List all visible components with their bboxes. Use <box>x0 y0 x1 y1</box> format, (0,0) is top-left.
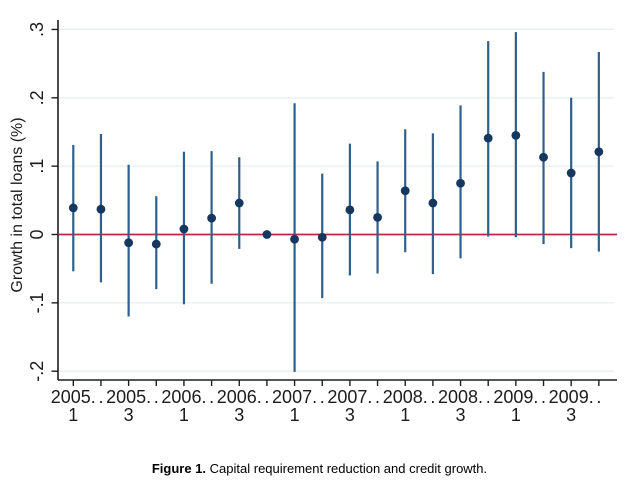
estimate-dot <box>456 178 465 188</box>
estimate-dot <box>234 198 244 208</box>
x-axis-label-line2: 3 <box>456 405 466 425</box>
x-axis-label-line1: 2006. <box>217 387 262 407</box>
x-axis-label-line1: 2006. <box>161 387 206 407</box>
x-axis-label-line2: 1 <box>290 405 300 425</box>
estimate-dot <box>373 213 382 222</box>
x-axis-label-line1: 2007. <box>327 387 372 407</box>
x-axis-label-line1: . <box>209 387 214 407</box>
x-axis-label-line2: 3 <box>345 405 355 425</box>
x-axis-label-line1: 2008. <box>438 387 483 407</box>
estimate-dot <box>539 152 548 162</box>
estimate-dot <box>124 238 134 248</box>
x-axis-label-line1: . <box>320 387 325 407</box>
x-axis-label-line1: . <box>541 387 546 407</box>
x-axis-label-line1: 2009. <box>549 387 594 407</box>
x-axis-label-line2: 1 <box>68 405 78 425</box>
estimate-dot <box>207 213 217 223</box>
y-axis-tick-label: -.1 <box>27 292 47 313</box>
estimate-dot <box>400 186 410 196</box>
y-axis-tick-label: .2 <box>27 90 47 105</box>
x-axis-label-line1: 2005. <box>106 387 151 407</box>
figure-caption: Figure 1. Capital requirement reduction … <box>20 461 620 476</box>
estimate-dot <box>151 239 161 249</box>
x-axis-label-line2: 3 <box>124 405 134 425</box>
y-axis-tick-label: -.2 <box>27 361 47 382</box>
x-axis-label-line1: 2005. <box>51 387 96 407</box>
x-axis-label-line1: 2007. <box>272 387 317 407</box>
x-axis-label-line2: 3 <box>234 405 244 425</box>
estimate-dot <box>96 204 106 214</box>
estimate-dot <box>511 130 521 140</box>
estimate-dot <box>262 230 272 239</box>
x-axis-label-line1: 2008. <box>383 387 428 407</box>
x-axis-label-line1: . <box>486 387 491 407</box>
estimate-dot <box>483 133 493 143</box>
estimate-dot <box>345 205 355 215</box>
x-axis-label-line1: . <box>154 387 159 407</box>
estimate-dot <box>428 198 438 208</box>
x-axis-label-line1: . <box>264 387 269 407</box>
x-axis-label-line2: 1 <box>179 405 189 425</box>
estimate-dot <box>68 203 78 213</box>
x-axis-label-line2: 3 <box>566 405 576 425</box>
x-axis-label-line1: . <box>375 387 380 407</box>
y-axis-title: Growth in total loans (%) <box>9 117 26 292</box>
y-axis-tick-label: 0 <box>27 229 47 239</box>
x-axis-label-line2: 1 <box>511 405 521 425</box>
estimate-dot <box>290 234 299 244</box>
x-axis-label-line1: . <box>596 387 601 407</box>
estimate-dot <box>179 224 189 234</box>
estimate-dot <box>566 168 576 178</box>
x-axis-label-line1: 2009. <box>493 387 538 407</box>
figure-caption-label: Figure 1. <box>151 461 207 476</box>
estimate-dot <box>594 147 604 157</box>
x-axis-label-line1: . <box>430 387 435 407</box>
x-axis-label-line2: 1 <box>400 405 410 425</box>
figure-caption-text: Capital requirement reduction and credit… <box>206 461 488 476</box>
y-axis-tick-label: .1 <box>27 159 47 174</box>
y-axis-tick-label: .3 <box>27 22 47 37</box>
x-axis-label-line1: . <box>98 387 103 407</box>
estimate-dot <box>317 232 327 242</box>
